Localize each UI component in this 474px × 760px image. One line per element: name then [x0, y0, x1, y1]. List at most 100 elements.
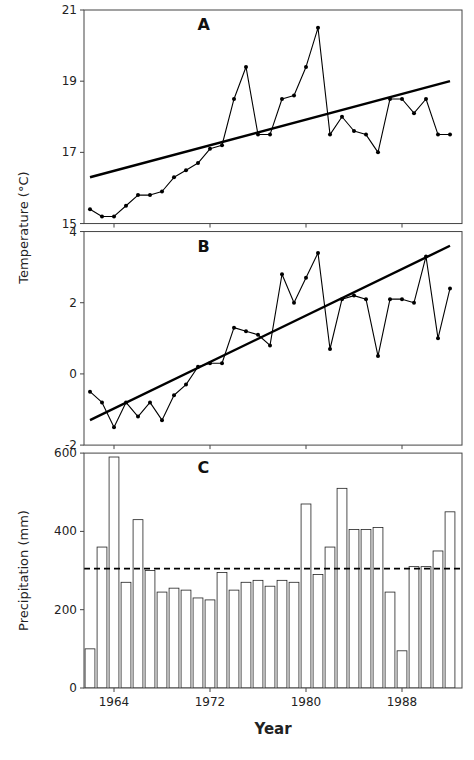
data-point — [172, 175, 176, 179]
figure: 15171921ATemperature (°C)-2024B020040060… — [0, 0, 474, 760]
y-axis-label: Temperature (°C) — [16, 171, 31, 284]
data-point — [136, 415, 140, 419]
y-tick — [80, 231, 84, 232]
bar — [445, 512, 455, 688]
bar — [277, 580, 287, 688]
bar — [133, 520, 143, 688]
data-point — [316, 251, 320, 255]
x-tick — [402, 445, 403, 449]
panel: 02004006001964197219801988CPrecipitation… — [16, 446, 462, 738]
bar — [193, 598, 203, 688]
data-point — [412, 111, 416, 115]
panel: 15171921ATemperature (°C) — [16, 3, 462, 285]
data-point — [304, 65, 308, 69]
bar — [313, 574, 323, 688]
panel: -2024B — [65, 225, 462, 453]
x-tick — [402, 688, 403, 692]
bar — [337, 488, 347, 688]
y-tick-label: 4 — [69, 225, 77, 239]
y-tick — [80, 445, 84, 446]
bar — [85, 649, 95, 688]
y-tick — [80, 531, 84, 532]
data-line — [90, 253, 450, 427]
data-point — [328, 133, 332, 137]
y-tick-label: 2 — [69, 296, 77, 310]
panel-label: C — [197, 458, 209, 477]
data-point — [244, 65, 248, 69]
x-tick — [114, 445, 115, 449]
bar — [289, 582, 299, 688]
data-point — [400, 297, 404, 301]
data-point — [172, 393, 176, 397]
bar — [433, 551, 443, 688]
y-tick — [80, 81, 84, 82]
data-point — [268, 133, 272, 137]
bar — [157, 592, 167, 688]
x-tick — [114, 224, 115, 228]
bar — [301, 504, 311, 688]
data-point — [316, 26, 320, 30]
x-tick-label: 1964 — [99, 695, 130, 709]
x-tick — [306, 445, 307, 449]
data-point — [184, 168, 188, 172]
data-point — [136, 193, 140, 197]
bar — [421, 567, 431, 688]
data-point — [280, 97, 284, 101]
data-point — [232, 97, 236, 101]
data-point — [124, 204, 128, 208]
y-tick-label: 17 — [62, 145, 77, 159]
data-point — [292, 301, 296, 305]
data-point — [256, 333, 260, 337]
data-point — [88, 390, 92, 394]
y-tick — [80, 609, 84, 610]
bar — [397, 651, 407, 688]
data-point — [364, 297, 368, 301]
x-tick — [402, 224, 403, 228]
data-point — [400, 97, 404, 101]
y-tick-label: 21 — [62, 3, 77, 17]
x-tick-label: 1972 — [195, 695, 226, 709]
data-point — [160, 418, 164, 422]
frame — [84, 10, 462, 224]
y-tick-label: 400 — [54, 524, 77, 538]
x-tick — [114, 688, 115, 692]
data-point — [208, 147, 212, 151]
plot-area — [84, 457, 462, 688]
y-tick-label: 0 — [69, 367, 77, 381]
data-point — [376, 150, 380, 154]
y-tick — [80, 302, 84, 303]
background — [0, 0, 474, 760]
y-tick-label: 19 — [62, 74, 77, 88]
bar — [349, 529, 359, 688]
data-point — [436, 336, 440, 340]
bar — [385, 592, 395, 688]
data-point — [340, 115, 344, 119]
data-point — [304, 276, 308, 280]
plot-area — [88, 26, 452, 219]
x-axis-label: Year — [253, 720, 292, 738]
data-point — [268, 343, 272, 347]
data-point — [88, 207, 92, 211]
bar — [229, 590, 239, 688]
y-tick — [80, 373, 84, 374]
data-point — [424, 97, 428, 101]
bar — [361, 529, 371, 688]
data-point — [100, 214, 104, 218]
bar — [109, 457, 119, 688]
data-point — [292, 93, 296, 97]
bar — [217, 573, 227, 688]
data-point — [100, 400, 104, 404]
data-point — [388, 297, 392, 301]
bar — [253, 580, 263, 688]
frame — [84, 232, 462, 446]
panel-label: B — [197, 237, 209, 256]
frame — [84, 453, 462, 688]
y-tick-label: 200 — [54, 603, 77, 617]
x-tick-label: 1980 — [291, 695, 322, 709]
data-point — [220, 361, 224, 365]
y-tick — [80, 10, 84, 11]
bar — [241, 582, 251, 688]
bar — [205, 600, 215, 688]
y-tick — [80, 688, 84, 689]
x-tick — [306, 688, 307, 692]
